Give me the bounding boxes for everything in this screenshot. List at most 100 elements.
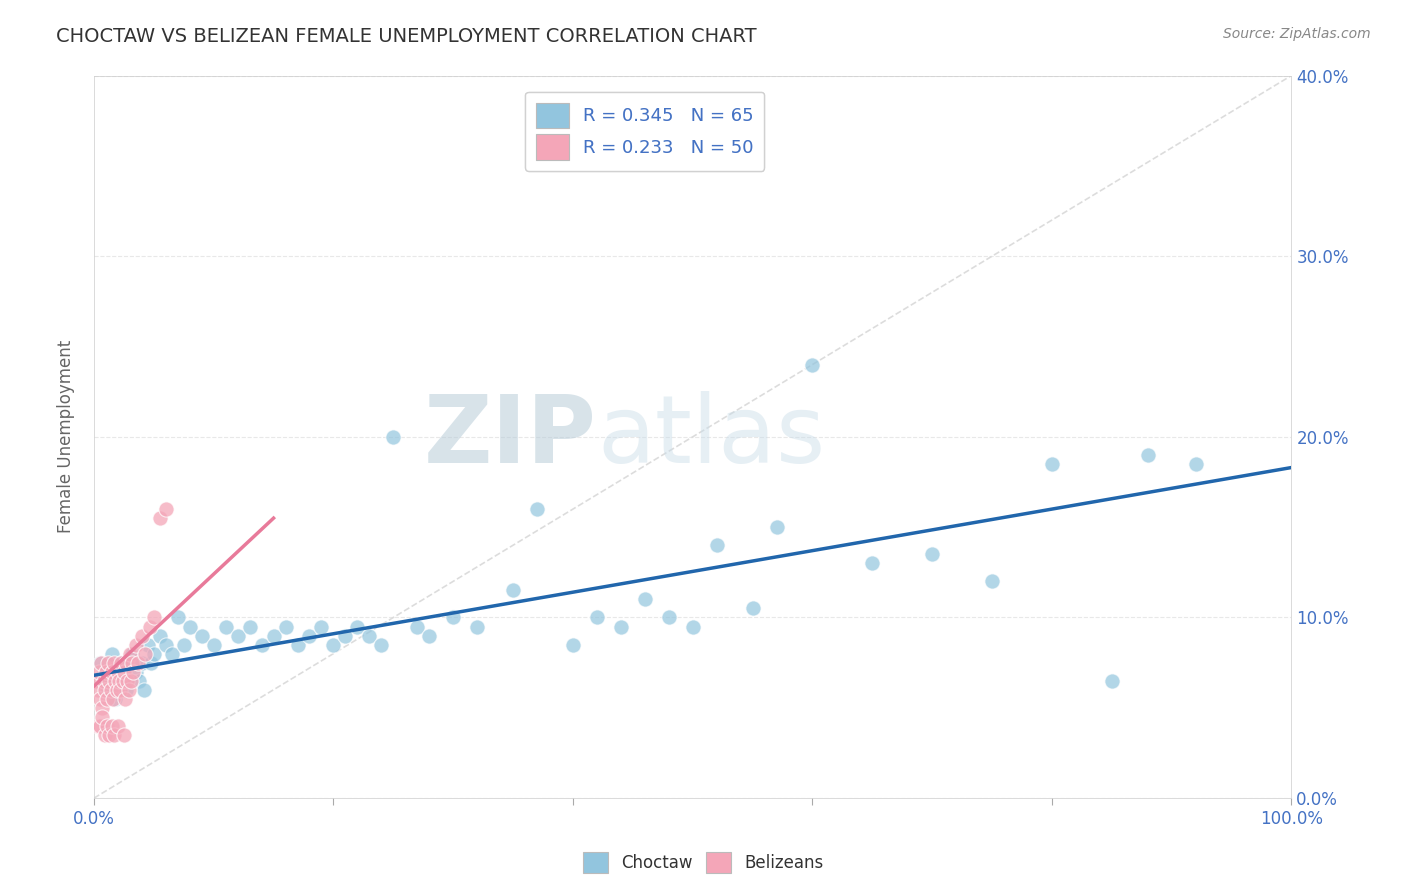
Point [1101,673,1123,688]
Point [139,619,162,633]
Point [93,673,115,688]
Point [110,682,132,697]
Point [118,647,141,661]
Point [287,638,309,652]
Point [921,547,943,561]
Point [112,728,135,742]
Point [173,638,195,652]
Point [97,682,120,697]
Point [120,673,142,688]
Point [239,619,262,633]
Point [103,656,125,670]
Point [91,701,114,715]
Point [1040,457,1063,471]
Point [98,728,121,742]
Point [104,691,127,706]
Point [105,682,128,697]
Point [112,665,135,679]
Point [121,647,143,661]
Point [96,719,118,733]
Point [93,673,115,688]
Point [107,665,129,679]
Point [250,638,273,652]
Point [346,619,368,633]
Point [90,656,112,670]
Point [101,647,124,661]
Point [214,619,236,633]
Point [382,430,405,444]
Point [107,665,129,679]
Point [441,610,464,624]
Point [141,656,163,670]
Text: Source: ZipAtlas.com: Source: ZipAtlas.com [1223,27,1371,41]
Point [322,638,344,652]
Point [370,638,392,652]
Point [87,665,110,679]
Point [136,638,159,652]
Legend: R = 0.345   N = 65, R = 0.233   N = 50: R = 0.345 N = 65, R = 0.233 N = 50 [526,92,765,171]
Point [86,673,108,688]
Point [311,619,333,633]
Point [406,619,429,633]
Point [96,691,118,706]
Point [86,682,108,697]
Y-axis label: Female Unemployment: Female Unemployment [58,340,75,533]
Point [1136,448,1159,462]
Point [359,628,381,642]
Point [98,673,121,688]
Point [741,601,763,615]
Point [263,628,285,642]
Point [93,682,115,697]
Point [89,719,111,733]
Point [110,656,132,670]
Point [801,358,824,372]
Point [100,682,122,697]
Point [131,628,153,642]
Point [101,719,124,733]
Point [118,682,141,697]
Point [142,610,165,624]
Point [101,665,124,679]
Legend: Choctaw, Belizeans: Choctaw, Belizeans [576,846,830,880]
Text: ZIP: ZIP [425,391,598,483]
Point [658,610,681,624]
Point [94,665,117,679]
Point [682,619,704,633]
Point [526,502,548,516]
Point [115,656,138,670]
Point [94,665,117,679]
Point [103,728,125,742]
Point [128,673,150,688]
Point [117,673,139,688]
Point [179,619,201,633]
Point [149,511,172,525]
Point [610,619,633,633]
Point [131,656,153,670]
Point [107,719,129,733]
Point [118,656,141,670]
Point [125,665,148,679]
Point [114,691,136,706]
Point [274,619,297,633]
Point [104,673,127,688]
Point [108,673,131,688]
Point [418,628,440,642]
Point [134,682,156,697]
Point [502,583,524,598]
Point [465,619,488,633]
Point [127,656,149,670]
Point [706,538,728,552]
Point [101,691,124,706]
Point [634,592,657,607]
Point [97,656,120,670]
Point [298,628,321,642]
Point [166,610,188,624]
Point [860,556,883,570]
Point [125,638,148,652]
Point [134,647,156,661]
Point [586,610,609,624]
Point [122,665,145,679]
Point [149,628,172,642]
Point [111,673,134,688]
Point [765,520,787,534]
